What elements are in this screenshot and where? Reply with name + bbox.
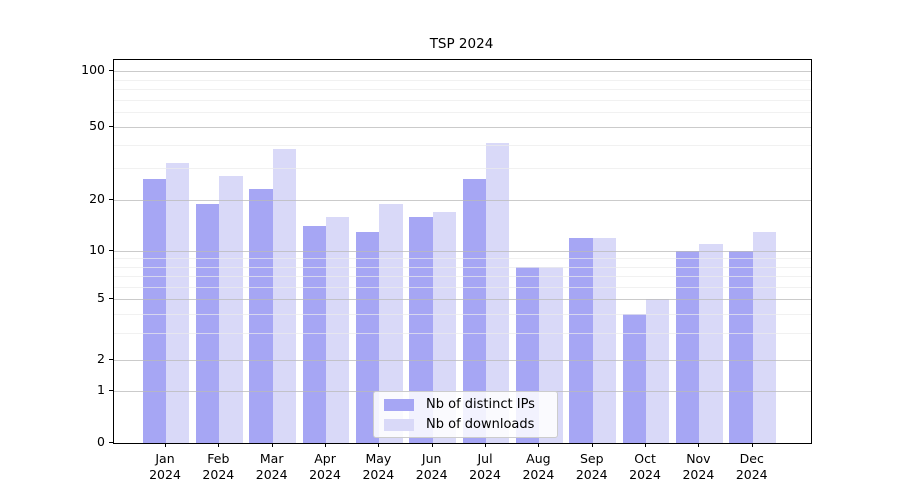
x-tick-oct-2024 xyxy=(645,443,647,447)
gridline-y-80 xyxy=(114,89,811,91)
gridline-y-70 xyxy=(114,99,811,101)
x-tick-label-may-2024: May 2024 xyxy=(362,451,395,482)
chart-title: TSP 2024 xyxy=(429,36,494,52)
bar-downloads-jun-2024 xyxy=(432,212,456,443)
x-tick-apr-2024 xyxy=(325,443,327,447)
gridline-y-90 xyxy=(114,79,811,81)
legend-item-downloads: Nb of downloads xyxy=(384,416,557,433)
bar-downloads-mar-2024 xyxy=(272,148,296,443)
y-tick-10 xyxy=(109,250,113,251)
x-tick-may-2024 xyxy=(378,443,380,447)
bar-downloads-sep-2024 xyxy=(592,237,617,443)
bar-distinct-ips-sep-2024 xyxy=(569,237,593,443)
x-tick-label-apr-2024: Apr 2024 xyxy=(309,451,341,482)
bar-distinct-ips-jun-2024 xyxy=(409,216,433,443)
x-tick-label-mar-2024: Mar 2024 xyxy=(255,451,288,482)
y-tick-5 xyxy=(109,298,113,300)
bar-downloads-nov-2024 xyxy=(699,244,723,443)
x-tick-label-oct-2024: Oct 2024 xyxy=(629,451,661,482)
y-tick-20 xyxy=(109,199,113,201)
gridline-y-60 xyxy=(114,112,811,114)
y-tick-label-100: 100 xyxy=(81,62,105,78)
x-tick-aug-2024 xyxy=(538,443,540,447)
legend-item-distinct-ips: Nb of distinct IPs xyxy=(384,396,557,413)
x-tick-label-jan-2024: Jan 2024 xyxy=(149,451,181,482)
y-tick-100 xyxy=(109,70,113,72)
legend-label-distinct-ips: Nb of distinct IPs xyxy=(426,397,535,412)
x-tick-dec-2024 xyxy=(751,443,753,447)
bar-downloads-jul-2024 xyxy=(486,142,510,443)
x-tick-mar-2024 xyxy=(271,443,273,447)
bar-downloads-oct-2024 xyxy=(646,299,670,443)
bar-distinct-ips-jan-2024 xyxy=(142,179,166,443)
x-tick-jan-2024 xyxy=(165,443,166,447)
x-tick-label-dec-2024: Dec 2024 xyxy=(735,451,768,482)
gridline-y-50 xyxy=(114,126,811,128)
legend-swatch-downloads xyxy=(384,418,414,431)
x-tick-label-jun-2024: Jun 2024 xyxy=(415,451,448,482)
bar-distinct-ips-dec-2024 xyxy=(729,251,753,443)
bar-distinct-ips-nov-2024 xyxy=(676,251,700,443)
y-tick-label-0: 0 xyxy=(97,434,105,449)
x-tick-feb-2024 xyxy=(218,443,220,447)
y-tick-2 xyxy=(109,359,113,361)
bar-distinct-ips-jul-2024 xyxy=(462,179,487,443)
chart-legend: Nb of distinct IPs Nb of downloads xyxy=(373,391,558,438)
bar-downloads-apr-2024 xyxy=(326,216,350,443)
bar-distinct-ips-may-2024 xyxy=(356,231,380,443)
x-tick-label-sep-2024: Sep 2024 xyxy=(575,451,608,482)
plot-area: Nb of distinct IPs Nb of downloads xyxy=(113,59,812,444)
bar-downloads-jan-2024 xyxy=(166,162,190,443)
x-tick-sep-2024 xyxy=(591,443,593,447)
legend-label-downloads: Nb of downloads xyxy=(426,417,535,432)
y-tick-1 xyxy=(109,390,113,391)
bar-distinct-ips-apr-2024 xyxy=(302,226,327,443)
x-tick-label-feb-2024: Feb 2024 xyxy=(202,451,235,482)
x-tick-label-aug-2024: Aug 2024 xyxy=(522,451,555,482)
gridline-y-40 xyxy=(114,144,811,146)
gridline-y-30 xyxy=(114,167,811,169)
bar-distinct-ips-mar-2024 xyxy=(249,189,273,443)
y-tick-label-50: 50 xyxy=(89,117,105,133)
y-tick-label-1: 1 xyxy=(97,382,105,397)
x-tick-nov-2024 xyxy=(698,443,700,447)
bar-distinct-ips-oct-2024 xyxy=(622,314,647,443)
bar-downloads-may-2024 xyxy=(379,204,403,443)
bar-downloads-feb-2024 xyxy=(219,176,243,443)
y-tick-label-5: 5 xyxy=(97,290,105,306)
y-tick-label-20: 20 xyxy=(89,191,105,207)
y-tick-50 xyxy=(109,125,113,127)
bar-downloads-dec-2024 xyxy=(752,231,777,443)
y-tick-0 xyxy=(109,442,113,443)
x-tick-jul-2024 xyxy=(485,443,487,447)
x-tick-label-nov-2024: Nov 2024 xyxy=(682,451,715,482)
x-tick-jun-2024 xyxy=(431,443,433,447)
y-tick-label-2: 2 xyxy=(97,351,105,367)
x-tick-label-jul-2024: Jul 2024 xyxy=(469,451,501,482)
y-tick-label-10: 10 xyxy=(89,242,105,257)
legend-swatch-distinct-ips xyxy=(384,398,414,411)
gridline-y-100 xyxy=(114,71,811,73)
bar-distinct-ips-feb-2024 xyxy=(196,204,220,443)
